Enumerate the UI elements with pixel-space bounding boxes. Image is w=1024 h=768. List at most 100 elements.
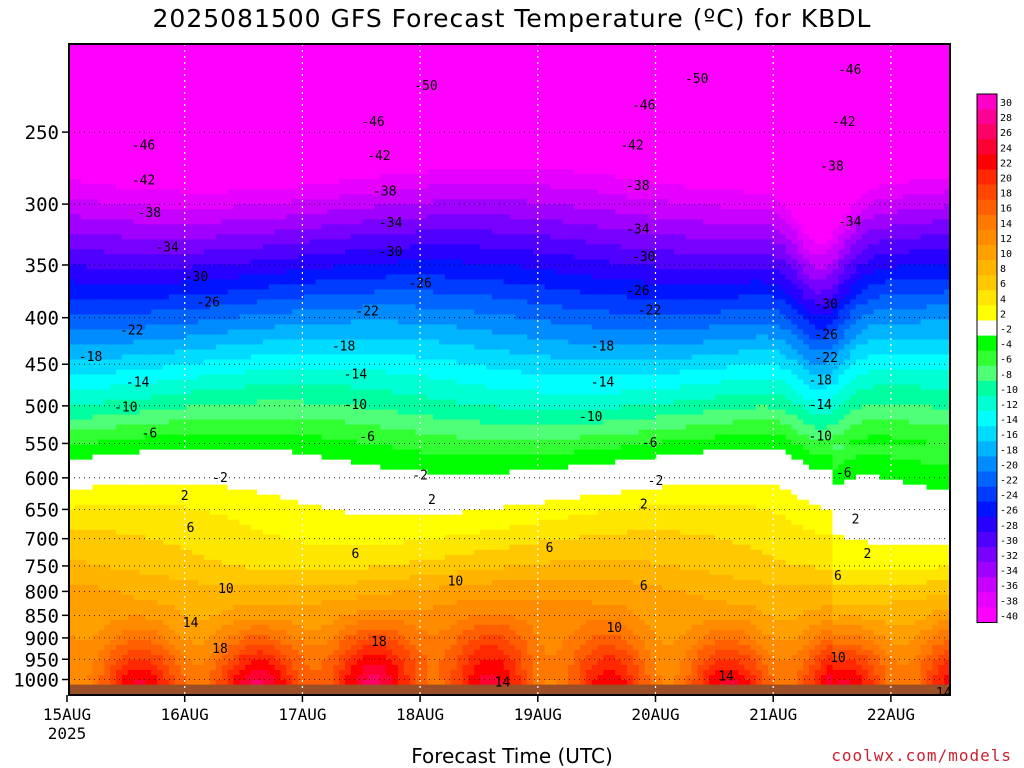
heatmap-cell	[720, 639, 728, 651]
heatmap-cell	[621, 664, 628, 681]
heatmap-cell	[486, 294, 493, 316]
heatmap-cell	[574, 499, 581, 516]
heatmap-cell	[867, 444, 875, 456]
heatmap-cell	[80, 284, 88, 300]
heatmap-cell	[515, 389, 522, 411]
heatmap-cell	[439, 294, 446, 310]
heatmap-cell	[427, 359, 434, 381]
heatmap-cell	[527, 354, 534, 376]
heatmap-cell	[626, 559, 634, 581]
heatmap-cell	[321, 404, 329, 421]
contour-label: 2	[181, 489, 189, 504]
heatmap-cell	[944, 639, 950, 651]
heatmap-cell	[932, 369, 939, 391]
heatmap-cell	[591, 449, 599, 466]
heatmap-cell	[280, 584, 287, 606]
heatmap-cell	[215, 614, 223, 631]
heatmap-cell	[885, 184, 892, 200]
heatmap-cell	[157, 254, 164, 270]
heatmap-cell	[127, 254, 135, 270]
heatmap-cell	[86, 639, 94, 676]
heatmap-cell	[462, 534, 469, 556]
heatmap-cell	[521, 269, 528, 285]
heatmap-cell	[356, 594, 364, 611]
heatmap-cell	[861, 619, 869, 631]
heatmap-cell	[309, 384, 317, 406]
heatmap-cell	[726, 189, 734, 210]
heatmap-cell	[104, 399, 111, 416]
heatmap-cell	[121, 484, 129, 506]
heatmap-cell	[345, 354, 352, 371]
heatmap-cell	[544, 374, 552, 396]
heatmap-cell	[69, 299, 76, 316]
heatmap-cell	[744, 194, 751, 210]
heatmap-cell	[221, 449, 229, 486]
heatmap-cell	[856, 654, 863, 666]
heatmap-cell	[74, 374, 82, 391]
heatmap-cell	[715, 449, 722, 486]
heatmap-cell	[151, 654, 158, 666]
heatmap-cell	[673, 299, 681, 316]
heatmap-cell	[697, 594, 704, 626]
heatmap-cell	[879, 324, 886, 341]
heatmap-cell	[345, 634, 352, 651]
heatmap-cell	[474, 384, 481, 406]
heatmap-cell	[891, 444, 898, 461]
heatmap-cell	[744, 364, 751, 381]
heatmap-cell	[662, 184, 669, 200]
credit-link[interactable]: coolwx.com/models	[831, 746, 1012, 765]
heatmap-cell	[826, 349, 834, 361]
heatmap-cell	[133, 299, 141, 316]
heatmap-cell	[480, 439, 487, 456]
colorbar-label: -24	[1000, 491, 1018, 502]
heatmap-cell	[456, 584, 464, 601]
heatmap-cell	[850, 479, 857, 541]
heatmap-cell	[215, 209, 223, 225]
heatmap-cell	[879, 479, 886, 546]
heatmap-cell	[509, 389, 516, 411]
heatmap-cell	[427, 229, 434, 245]
heatmap-cell	[98, 529, 105, 566]
heatmap-cell	[797, 329, 804, 341]
heatmap-cell	[450, 44, 458, 170]
heatmap-cell	[115, 424, 123, 441]
heatmap-cell	[409, 609, 417, 626]
heatmap-cell	[762, 334, 769, 351]
heatmap-cell	[168, 419, 176, 436]
contour-label: -10	[579, 410, 602, 425]
heatmap-cell	[779, 424, 787, 436]
heatmap-cell	[292, 44, 299, 190]
heatmap-cell	[121, 219, 129, 240]
heatmap-cell	[333, 354, 340, 371]
heatmap-cell	[920, 544, 928, 571]
heatmap-cell	[151, 339, 158, 356]
heatmap-cell	[762, 419, 769, 436]
heatmap-cell	[568, 454, 575, 466]
heatmap-cell	[908, 369, 916, 386]
heatmap-cell	[162, 364, 170, 381]
heatmap-cell	[709, 354, 716, 371]
heatmap-cell	[850, 659, 857, 671]
heatmap-cell	[579, 239, 587, 260]
heatmap-cell	[621, 374, 628, 391]
heatmap-cell	[110, 454, 117, 486]
heatmap-cell	[174, 394, 182, 411]
heatmap-cell	[421, 324, 428, 341]
heatmap-cell	[409, 414, 417, 431]
heatmap-cell	[280, 259, 287, 275]
heatmap-cell	[468, 44, 475, 170]
heatmap-cell	[245, 584, 252, 606]
heatmap-cell	[938, 209, 945, 220]
heatmap-cell	[632, 404, 640, 421]
heatmap-cell	[339, 654, 346, 671]
heatmap-cell	[920, 224, 928, 235]
heatmap-cell	[386, 264, 393, 275]
heatmap-cell	[709, 644, 716, 656]
heatmap-cell	[198, 294, 205, 310]
heatmap-cell	[715, 669, 722, 686]
heatmap-cell	[345, 424, 352, 441]
heatmap-cell	[280, 204, 287, 220]
heatmap-cell	[104, 659, 111, 686]
heatmap-cell	[903, 384, 910, 406]
heatmap-cell	[556, 649, 563, 686]
